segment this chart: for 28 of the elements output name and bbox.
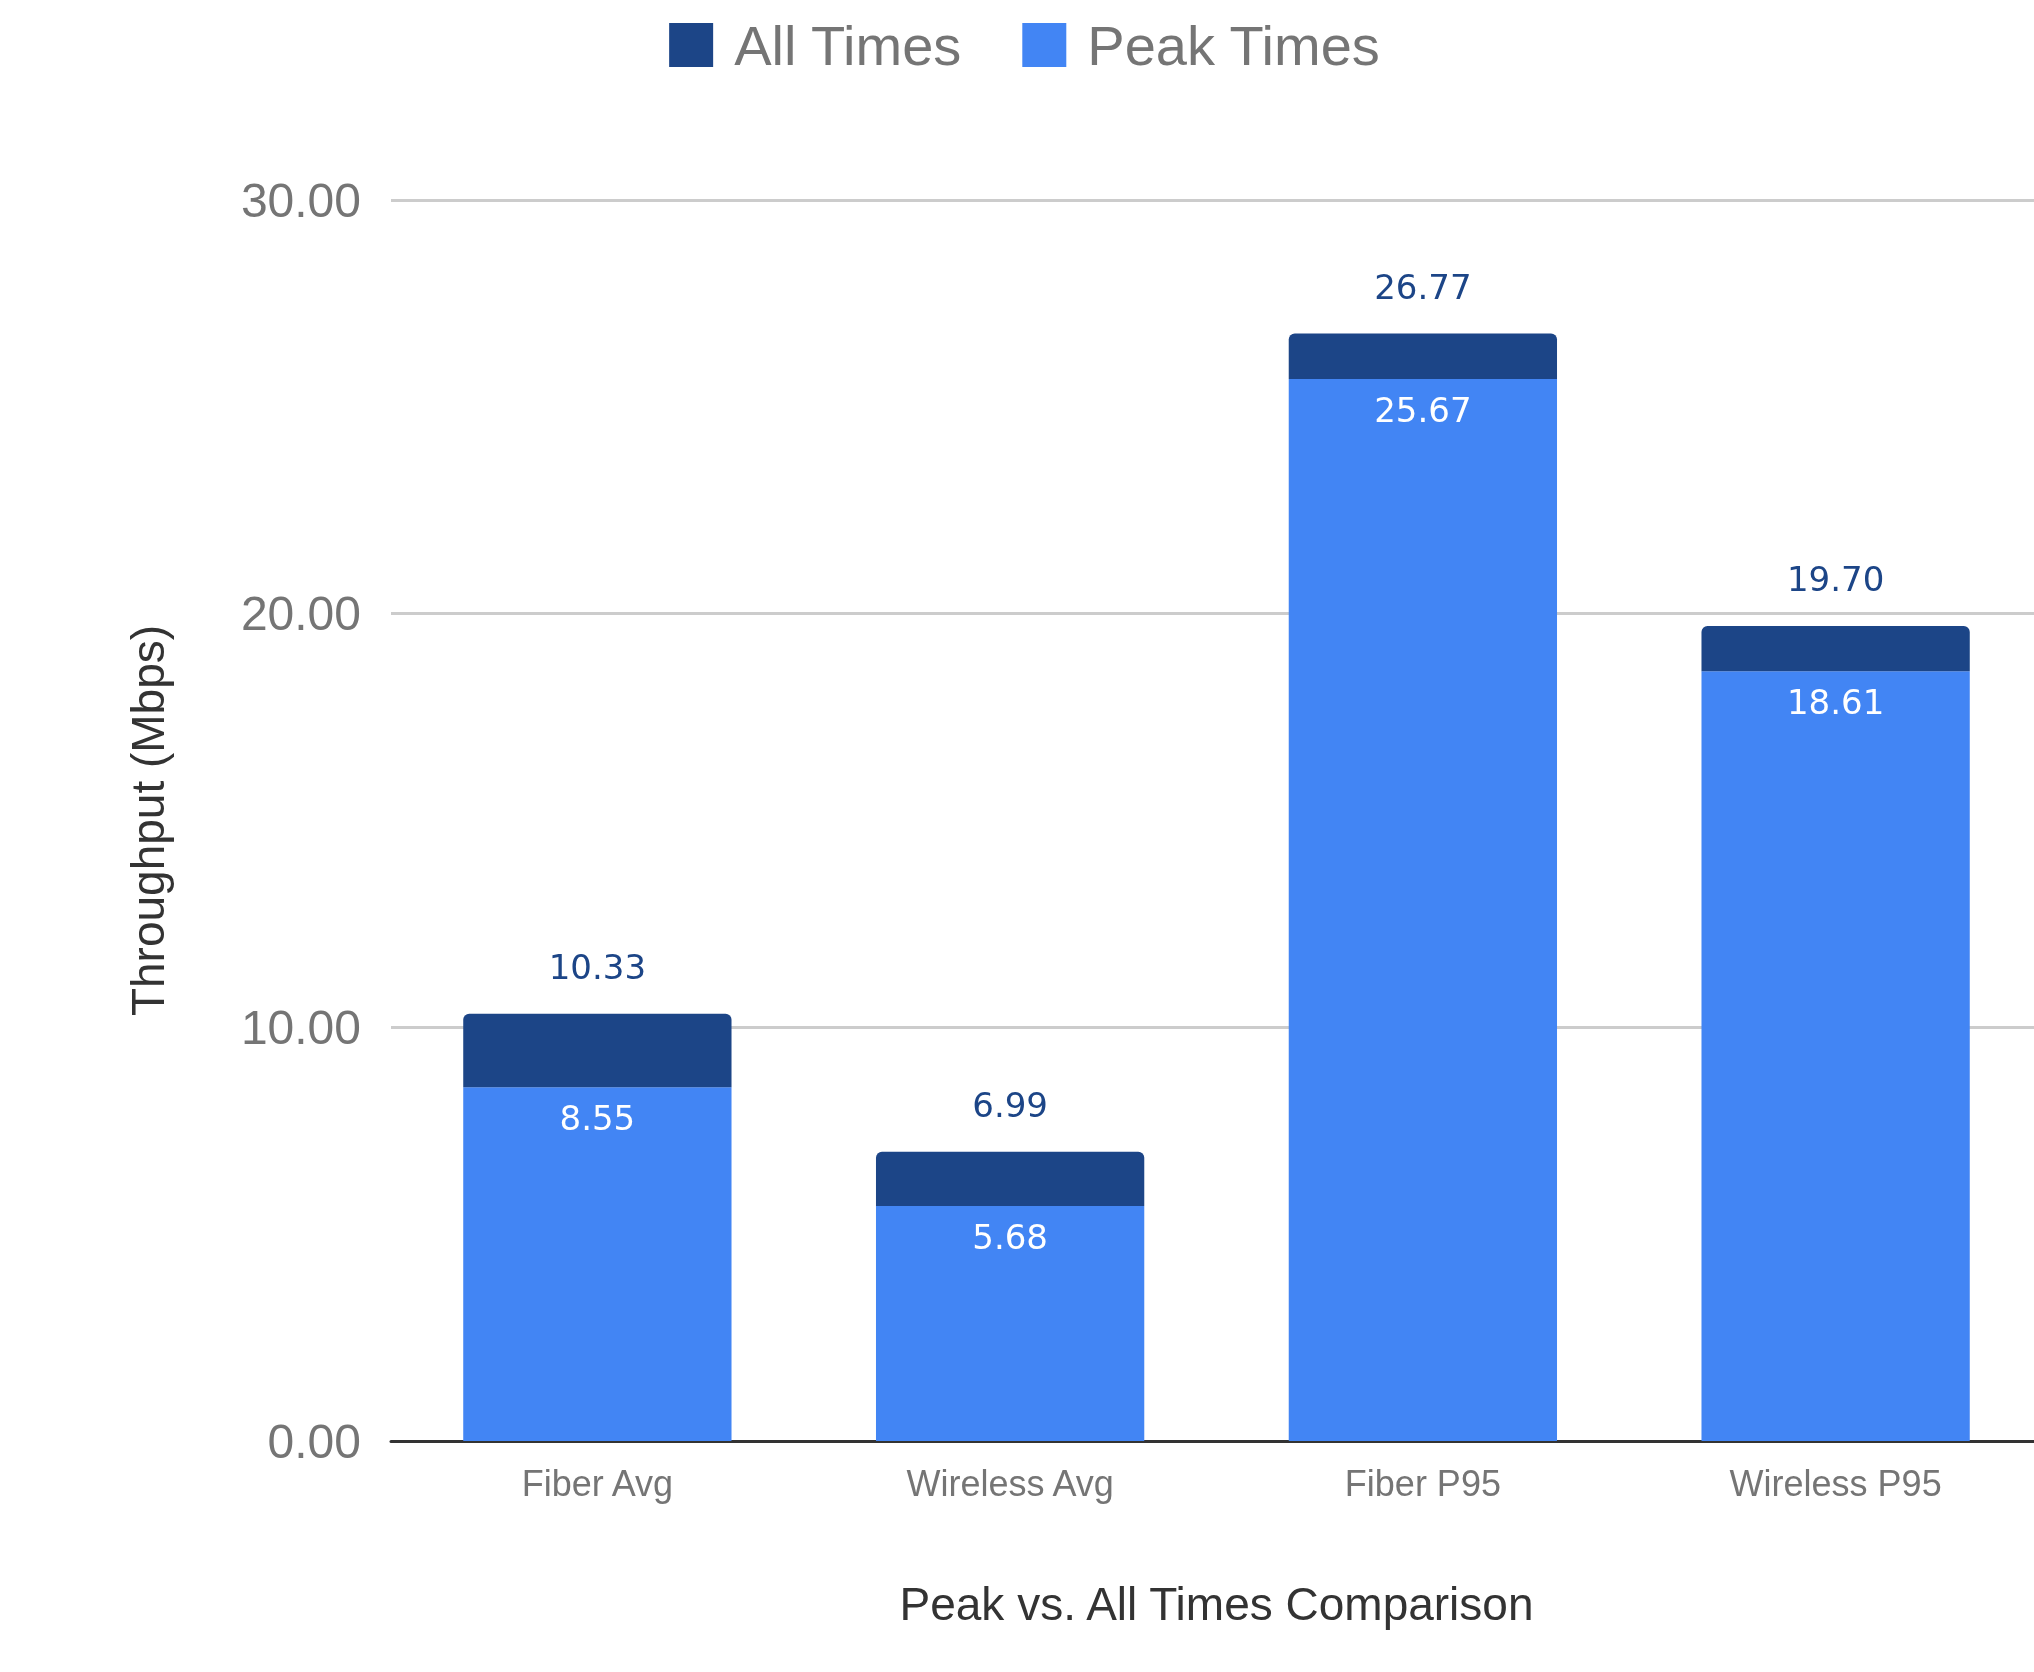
legend-label: Peak Times <box>1087 13 1380 77</box>
y-axis-title: Throughput (Mbps) <box>122 624 174 1017</box>
x-axis-title: Peak vs. All Times Comparison <box>899 1578 1534 1630</box>
y-tick-label: 30.00 <box>240 173 361 227</box>
bar <box>1288 333 1558 380</box>
x-tick-label: Fiber Avg <box>521 1462 674 1504</box>
bar <box>1288 379 1558 1441</box>
legend-label: All Times <box>734 13 962 77</box>
x-tick-label: Wireless Avg <box>906 1462 1114 1504</box>
bar <box>875 1206 1145 1441</box>
data-label: 5.68 <box>972 1217 1048 1258</box>
bar <box>1701 626 1970 672</box>
y-tick-label: 20.00 <box>240 587 361 641</box>
data-label: 8.55 <box>559 1098 636 1139</box>
data-label: 18.61 <box>1786 682 1885 723</box>
total-label: 6.99 <box>972 1084 1048 1125</box>
bar <box>1701 671 1970 1441</box>
data-label: 25.67 <box>1374 390 1472 431</box>
y-tick-label: 10.00 <box>240 1000 361 1054</box>
total-label: 26.77 <box>1374 266 1472 307</box>
total-label: 10.33 <box>548 946 647 987</box>
x-tick-label: Wireless P95 <box>1729 1462 1942 1504</box>
y-tick-label: 0.00 <box>267 1414 361 1468</box>
bar <box>875 1151 1145 1207</box>
x-tick-label: Fiber P95 <box>1344 1462 1501 1504</box>
bar <box>463 1087 732 1441</box>
bar <box>463 1013 732 1088</box>
total-label: 19.70 <box>1786 559 1885 600</box>
